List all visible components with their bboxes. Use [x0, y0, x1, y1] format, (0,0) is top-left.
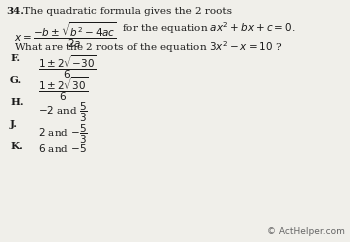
Text: K.: K. [10, 142, 23, 151]
Text: H.: H. [10, 98, 24, 107]
Text: $\dfrac{1 \pm 2\sqrt{30}}{6}$: $\dfrac{1 \pm 2\sqrt{30}}{6}$ [38, 75, 88, 103]
Text: © ActHelper.com: © ActHelper.com [267, 227, 345, 236]
Text: for the equation $ax^2 + bx + c = 0.$: for the equation $ax^2 + bx + c = 0.$ [122, 20, 295, 36]
Text: $\dfrac{1 \pm 2\sqrt{-30}}{6}$: $\dfrac{1 \pm 2\sqrt{-30}}{6}$ [38, 53, 97, 81]
Text: What are the 2 roots of the equation $3x^2 - x = 10$ ?: What are the 2 roots of the equation $3x… [14, 39, 282, 55]
Text: G.: G. [10, 76, 22, 85]
Text: $2$ and $-\dfrac{5}{3}$: $2$ and $-\dfrac{5}{3}$ [38, 123, 88, 146]
Text: The quadratic formula gives the 2 roots: The quadratic formula gives the 2 roots [20, 7, 232, 16]
Text: $6$ and $-5$: $6$ and $-5$ [38, 142, 87, 154]
Text: $x = \dfrac{-b \pm \sqrt{b^2-4ac}}{2a}$: $x = \dfrac{-b \pm \sqrt{b^2-4ac}}{2a}$ [14, 20, 117, 50]
Text: F.: F. [10, 54, 20, 63]
Text: 34.: 34. [6, 7, 24, 16]
Text: J.: J. [10, 120, 18, 129]
Text: $-2$ and $\dfrac{5}{3}$: $-2$ and $\dfrac{5}{3}$ [38, 101, 88, 124]
